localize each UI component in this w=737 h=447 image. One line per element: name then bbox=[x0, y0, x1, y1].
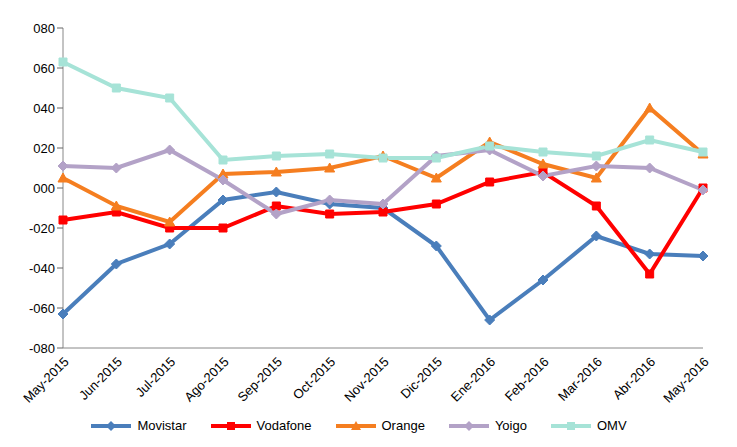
svg-text:-040: -040 bbox=[29, 261, 55, 276]
svg-text:020: 020 bbox=[33, 141, 55, 156]
svg-text:May-2016: May-2016 bbox=[660, 354, 711, 405]
svg-text:Sep-2015: Sep-2015 bbox=[235, 354, 285, 404]
html-text:OMV: OMV bbox=[596, 418, 627, 433]
svg-text:000: 000 bbox=[33, 181, 55, 196]
svg-text:080: 080 bbox=[33, 21, 55, 36]
html-text:Vodafone: Vodafone bbox=[256, 418, 312, 433]
svg-text:Ene-2016: Ene-2016 bbox=[448, 354, 498, 404]
html-text:Movistar: Movistar bbox=[137, 418, 187, 433]
html-text:Yoigo: Yoigo bbox=[494, 418, 527, 433]
svg-text:060: 060 bbox=[33, 61, 55, 76]
svg-text:-020: -020 bbox=[29, 221, 55, 236]
svg-text:Oct-2015: Oct-2015 bbox=[290, 354, 338, 402]
svg-text:Nov-2015: Nov-2015 bbox=[341, 354, 391, 404]
svg-text:Jun-2015: Jun-2015 bbox=[76, 354, 125, 403]
html-text:Orange: Orange bbox=[381, 418, 425, 433]
svg-text:-080: -080 bbox=[29, 341, 55, 356]
svg-text:May-2015: May-2015 bbox=[20, 354, 71, 405]
svg-text:Feb-2016: Feb-2016 bbox=[502, 354, 552, 404]
svg-text:Jul-2015: Jul-2015 bbox=[132, 354, 178, 400]
svg-text:-060: -060 bbox=[29, 301, 55, 316]
svg-text:Ago-2015: Ago-2015 bbox=[181, 354, 231, 404]
svg-text:Mar-2016: Mar-2016 bbox=[555, 354, 605, 404]
svg-text:040: 040 bbox=[33, 101, 55, 116]
svg-text:Dic-2015: Dic-2015 bbox=[398, 354, 445, 401]
svg-text:Abr-2016: Abr-2016 bbox=[610, 354, 658, 402]
